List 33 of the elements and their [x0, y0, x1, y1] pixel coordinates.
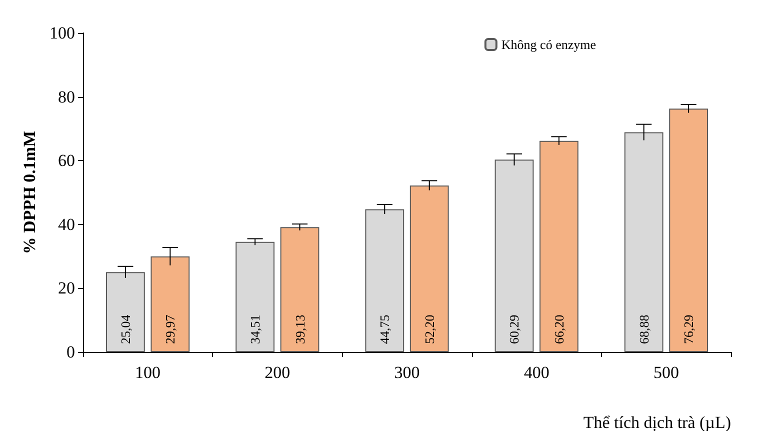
- x-tick-label: 200: [264, 363, 290, 382]
- y-tick-label: 40: [58, 214, 75, 234]
- data-label: 44,75: [377, 314, 392, 344]
- data-label: 60,29: [506, 314, 522, 344]
- data-label: 66,20: [551, 314, 566, 344]
- y-tick-label: 20: [58, 278, 75, 298]
- y-tick-label: 80: [58, 87, 75, 106]
- y-axis-title: % DPPH 0.1mM: [20, 130, 39, 254]
- x-tick-label: 100: [135, 363, 161, 382]
- y-tick-label: 100: [50, 24, 75, 42]
- bar: [410, 185, 449, 352]
- bar: [150, 256, 190, 352]
- data-label: 25,04: [118, 314, 133, 344]
- legend-label: Không có enzyme: [501, 37, 596, 52]
- bar: [280, 227, 320, 352]
- x-tick-label: 500: [653, 363, 679, 382]
- bar: [106, 272, 145, 352]
- data-label: 68,88: [636, 314, 652, 344]
- bar: [236, 242, 274, 352]
- x-tick-label: 300: [394, 363, 420, 382]
- y-tick-label: 0: [66, 342, 75, 362]
- bar: [540, 140, 578, 352]
- data-label: 76,29: [681, 314, 696, 344]
- bar: [494, 160, 534, 352]
- data-label: 34,51: [248, 314, 263, 344]
- bar: [365, 209, 404, 352]
- bar: [669, 108, 708, 352]
- x-tick-label: 400: [524, 363, 550, 382]
- bar: [624, 132, 664, 352]
- data-label: 52,20: [422, 314, 437, 344]
- data-label: 29,97: [162, 314, 178, 344]
- data-label: 39,13: [292, 314, 308, 344]
- y-tick-label: 60: [58, 151, 75, 170]
